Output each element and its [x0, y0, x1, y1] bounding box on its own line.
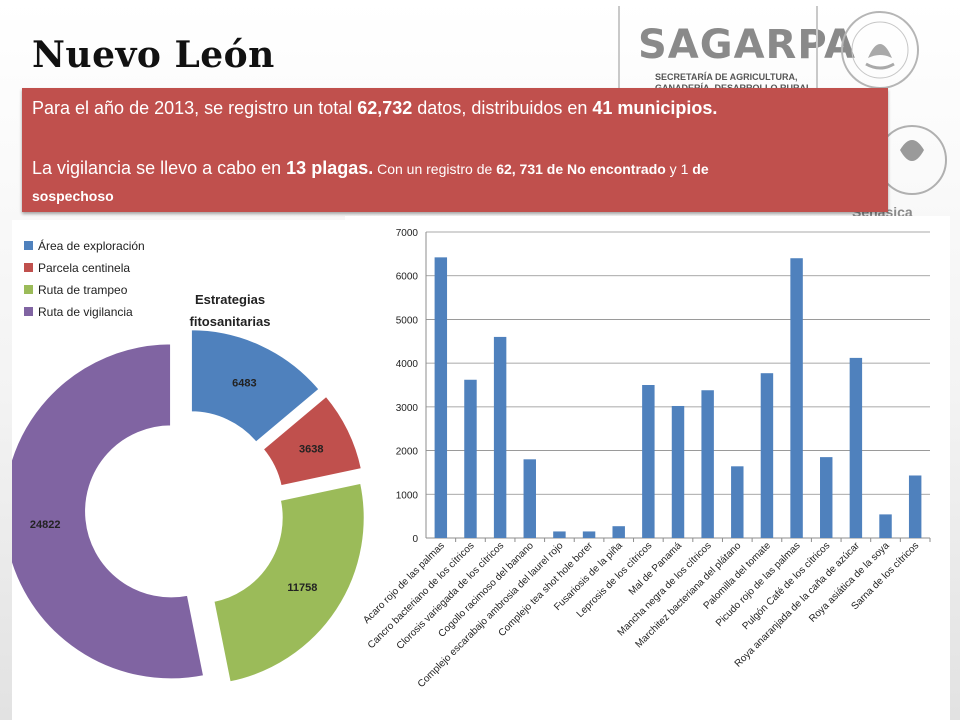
bar	[731, 466, 744, 538]
summary-text: Para el año de 2013, se registro un tota…	[32, 98, 358, 118]
legend-label: Ruta de trampeo	[38, 283, 128, 297]
pie-slice	[261, 394, 364, 488]
legend-label: Parcela centinela	[38, 261, 130, 275]
bar	[760, 373, 774, 538]
data-label: 6483	[232, 378, 256, 390]
summary-text: La vigilancia se llevo a cabo en	[32, 158, 287, 178]
bar	[820, 457, 833, 538]
summary-text: y 1	[665, 161, 693, 177]
bar	[879, 514, 892, 538]
sagarpa-subtitle-line: SECRETARÍA DE AGRICULTURA,	[655, 72, 798, 82]
pie-slice	[212, 481, 366, 684]
not-found-count: 62, 731 de No encontrado	[496, 161, 666, 177]
y-tick-label: 5000	[396, 315, 419, 326]
summary-banner: Para el año de 2013, se registro un tota…	[22, 88, 888, 212]
bar	[493, 336, 507, 538]
summary-line-2: La vigilancia se llevo a cabo en 13 plag…	[32, 158, 709, 179]
bar	[434, 257, 448, 538]
summary-text: de	[692, 161, 709, 177]
chart-title: fitosanitarias	[190, 314, 271, 329]
data-label: 24822	[30, 519, 61, 531]
legend-label: Área de exploración	[38, 238, 145, 253]
y-tick-label: 1000	[396, 490, 419, 501]
x-tick-label: Clorosis variegada de los cítricos	[395, 540, 507, 652]
bar	[523, 459, 536, 538]
bar	[908, 475, 922, 538]
data-label: 11758	[287, 582, 317, 594]
summary-text: Con un registro de	[373, 161, 497, 177]
bar	[642, 385, 655, 538]
data-label: 3638	[299, 443, 323, 455]
bar	[464, 379, 477, 538]
legend-swatch	[24, 285, 33, 294]
summary-line-1: Para el año de 2013, se registro un tota…	[32, 98, 717, 119]
y-tick-label: 7000	[396, 228, 419, 239]
y-tick-label: 6000	[396, 272, 419, 283]
y-tick-label: 4000	[396, 359, 419, 370]
y-tick-label: 2000	[396, 447, 419, 458]
y-tick-label: 0	[412, 534, 418, 545]
summary-text: datos, distribuidos en	[412, 98, 593, 118]
municipality-count: 41 municipios.	[592, 98, 718, 118]
total-records: 62,732	[357, 98, 413, 118]
pie-chart: Área de exploración Parcela centinela Ruta…	[12, 238, 366, 684]
chart-title: Estrategias	[195, 292, 265, 307]
pie-slice	[12, 342, 206, 681]
y-tick-label: 3000	[396, 403, 419, 414]
legend-label: Ruta de vigilancia	[38, 305, 133, 319]
legend-swatch	[24, 241, 33, 250]
x-tick-label: Mal de Panamá	[627, 540, 685, 598]
legend-swatch	[24, 263, 33, 272]
coat-of-arms-icon	[841, 11, 919, 89]
pest-count: 13 plagas.	[286, 158, 374, 178]
divider	[816, 6, 818, 92]
bar	[582, 531, 596, 538]
pie-slice	[189, 328, 321, 445]
bar	[701, 390, 714, 538]
legend-swatch	[24, 307, 33, 316]
page-title: Nuevo León	[32, 34, 275, 76]
summary-line-3: sospechoso	[32, 188, 114, 204]
divider	[618, 6, 620, 92]
bar	[553, 531, 566, 538]
sagarpa-logo: SAGARPA	[638, 22, 856, 68]
bar	[612, 526, 625, 538]
bar	[849, 357, 863, 538]
bar	[790, 258, 803, 538]
bar	[671, 405, 685, 538]
